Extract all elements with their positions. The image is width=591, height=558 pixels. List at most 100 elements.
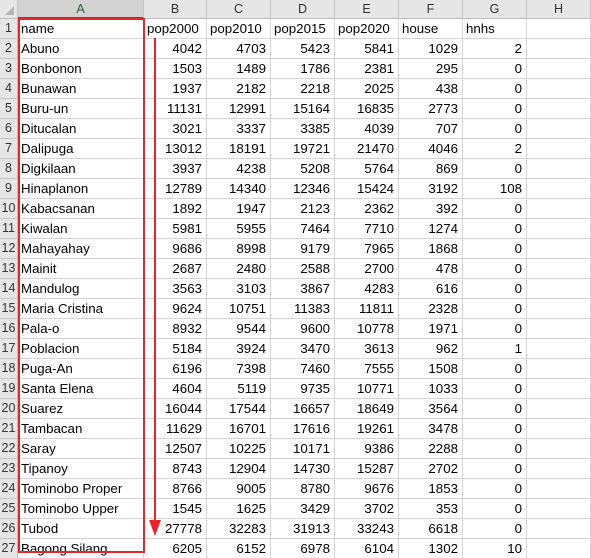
cell-b[interactable]: 8743 [144, 459, 207, 479]
cell-g[interactable]: 0 [463, 299, 527, 319]
cell-a[interactable]: Tubod [18, 519, 144, 539]
row-number[interactable]: 4 [0, 79, 18, 99]
cell-a[interactable]: Mandulog [18, 279, 144, 299]
row-number[interactable]: 24 [0, 479, 18, 499]
cell-h[interactable] [527, 519, 591, 539]
cell-c[interactable]: 14340 [207, 179, 271, 199]
cell-c[interactable]: 10225 [207, 439, 271, 459]
cell-d[interactable]: 1786 [271, 59, 335, 79]
cell-c[interactable]: 18191 [207, 139, 271, 159]
cell-d[interactable]: 15164 [271, 99, 335, 119]
cell-d[interactable]: 2218 [271, 79, 335, 99]
cell-a[interactable]: Hinaplanon [18, 179, 144, 199]
cell-h[interactable] [527, 139, 591, 159]
cell-b[interactable]: 1503 [144, 59, 207, 79]
row-number[interactable]: 16 [0, 319, 18, 339]
row-number[interactable]: 21 [0, 419, 18, 439]
cell-c[interactable]: 7398 [207, 359, 271, 379]
cell-a[interactable]: Maria Cristina [18, 299, 144, 319]
cell-f[interactable]: 707 [399, 119, 463, 139]
cell-e[interactable]: 9386 [335, 439, 399, 459]
row-number[interactable]: 26 [0, 519, 18, 539]
cell-d[interactable]: 17616 [271, 419, 335, 439]
cell-e[interactable]: 21470 [335, 139, 399, 159]
cell-d[interactable]: 10171 [271, 439, 335, 459]
cell-e[interactable]: 15287 [335, 459, 399, 479]
cell-f[interactable]: 3478 [399, 419, 463, 439]
cell-g[interactable]: 0 [463, 499, 527, 519]
cell-h[interactable] [527, 459, 591, 479]
row-number[interactable]: 18 [0, 359, 18, 379]
cell-c[interactable]: 2480 [207, 259, 271, 279]
row-number[interactable]: 7 [0, 139, 18, 159]
cell-e[interactable]: 15424 [335, 179, 399, 199]
cell-h[interactable] [527, 479, 591, 499]
cell-b[interactable]: pop2000 [144, 19, 207, 39]
cell-g[interactable]: 0 [463, 379, 527, 399]
row-number[interactable]: 15 [0, 299, 18, 319]
cell-c[interactable]: 1947 [207, 199, 271, 219]
cell-f[interactable]: 1868 [399, 239, 463, 259]
cell-c[interactable]: 17544 [207, 399, 271, 419]
row-number[interactable]: 1 [0, 19, 18, 39]
cell-e[interactable]: 10771 [335, 379, 399, 399]
cell-a[interactable]: Mahayahay [18, 239, 144, 259]
cell-b[interactable]: 16044 [144, 399, 207, 419]
cell-b[interactable]: 6196 [144, 359, 207, 379]
cell-h[interactable] [527, 39, 591, 59]
cell-c[interactable]: 2182 [207, 79, 271, 99]
cell-c[interactable]: 1489 [207, 59, 271, 79]
cell-f[interactable]: 1302 [399, 539, 463, 558]
cell-a[interactable]: Buru-un [18, 99, 144, 119]
cell-f[interactable]: 3192 [399, 179, 463, 199]
cell-d[interactable]: 9735 [271, 379, 335, 399]
cell-e[interactable]: 18649 [335, 399, 399, 419]
row-number[interactable]: 8 [0, 159, 18, 179]
row-number[interactable]: 19 [0, 379, 18, 399]
cell-g[interactable]: 2 [463, 139, 527, 159]
cell-h[interactable] [527, 359, 591, 379]
cell-a[interactable]: Puga-An [18, 359, 144, 379]
cell-b[interactable]: 4042 [144, 39, 207, 59]
cell-d[interactable]: 12346 [271, 179, 335, 199]
cell-d[interactable]: 6978 [271, 539, 335, 558]
cell-d[interactable]: 7460 [271, 359, 335, 379]
cell-a[interactable]: Poblacion [18, 339, 144, 359]
cell-h[interactable] [527, 279, 591, 299]
cell-b[interactable]: 3563 [144, 279, 207, 299]
cell-b[interactable]: 1545 [144, 499, 207, 519]
cell-h[interactable] [527, 159, 591, 179]
cell-f[interactable]: 3564 [399, 399, 463, 419]
cell-b[interactable]: 3937 [144, 159, 207, 179]
cell-a[interactable]: Pala-o [18, 319, 144, 339]
cell-a[interactable]: Tominobo Proper [18, 479, 144, 499]
cell-h[interactable] [527, 419, 591, 439]
row-number[interactable]: 6 [0, 119, 18, 139]
cell-f[interactable]: 962 [399, 339, 463, 359]
column-header-a[interactable]: A [18, 0, 144, 19]
cell-a[interactable]: Kiwalan [18, 219, 144, 239]
cell-h[interactable] [527, 199, 591, 219]
cell-b[interactable]: 11629 [144, 419, 207, 439]
cell-a[interactable]: Dalipuga [18, 139, 144, 159]
cell-d[interactable]: 16657 [271, 399, 335, 419]
cell-a[interactable]: Suarez [18, 399, 144, 419]
cell-e[interactable]: 4039 [335, 119, 399, 139]
cell-e[interactable]: 11811 [335, 299, 399, 319]
cell-d[interactable]: 19721 [271, 139, 335, 159]
cell-f[interactable]: 438 [399, 79, 463, 99]
cell-c[interactable]: 3103 [207, 279, 271, 299]
cell-a[interactable]: Bunawan [18, 79, 144, 99]
cell-g[interactable]: 0 [463, 279, 527, 299]
cell-e[interactable]: 10778 [335, 319, 399, 339]
cell-b[interactable]: 8766 [144, 479, 207, 499]
cell-h[interactable] [527, 379, 591, 399]
cell-c[interactable]: 16701 [207, 419, 271, 439]
cell-b[interactable]: 9686 [144, 239, 207, 259]
cell-g[interactable]: 0 [463, 519, 527, 539]
cell-d[interactable]: 2123 [271, 199, 335, 219]
row-number[interactable]: 2 [0, 39, 18, 59]
row-number[interactable]: 5 [0, 99, 18, 119]
cell-g[interactable]: 0 [463, 419, 527, 439]
cell-h[interactable] [527, 79, 591, 99]
